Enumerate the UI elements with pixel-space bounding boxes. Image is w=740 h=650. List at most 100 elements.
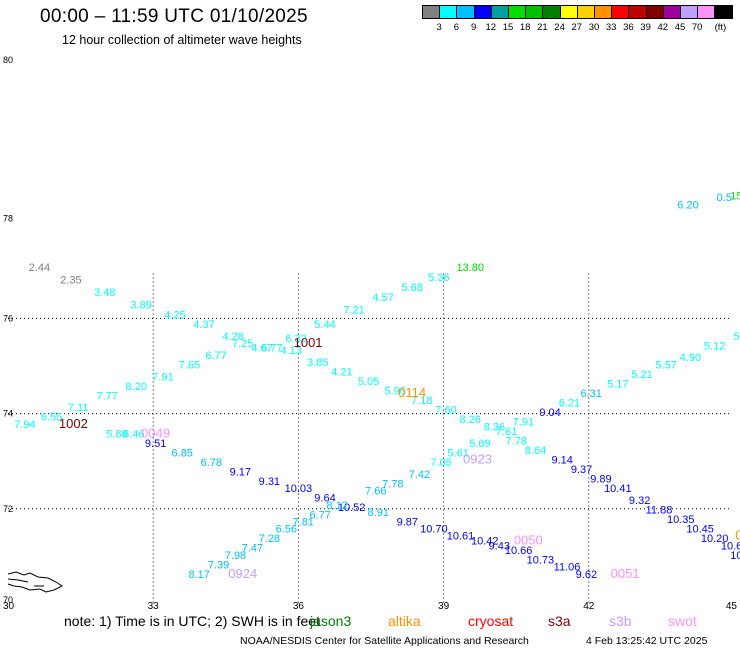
satellite-legend-item: s3b xyxy=(609,613,632,629)
colorbar-label: 12 xyxy=(485,22,497,33)
wave-height-value: 7.21 xyxy=(343,304,364,316)
wave-height-value: 7.91 xyxy=(152,371,173,383)
wave-height-value: 7.28 xyxy=(259,533,280,545)
wave-height-value: 7.61 xyxy=(496,426,517,438)
wave-height-value: 10.45 xyxy=(686,524,714,536)
map-grid xyxy=(8,273,732,604)
wave-height-value: 10.03 xyxy=(285,483,313,495)
wave-height-value: 9.64 xyxy=(314,493,335,505)
colorbar-label: 42 xyxy=(657,22,669,33)
wave-height-value: 7.65 xyxy=(179,359,200,371)
satellite-legend-item: cryosat xyxy=(468,613,514,629)
lon-tick-label: 45 xyxy=(726,601,738,612)
wave-height-value: 10.6 xyxy=(721,540,740,552)
altimeter-track: 5.868.469.516.856.789.179.3110.039.6410.… xyxy=(106,428,597,580)
wave-height-value: 15 xyxy=(730,191,740,203)
wave-height-value: 7.39 xyxy=(208,559,229,571)
altimeter-track: 2.44 2.35 3.48 3.89 4.25 4.37 4.28 4.676.776.32… xyxy=(29,262,484,355)
wave-height-value: 5.61 xyxy=(447,447,468,459)
wave-height-value: 3.85 xyxy=(307,357,328,369)
lon-tick-label: 39 xyxy=(438,601,450,612)
colorbar-label: 3 xyxy=(436,22,442,33)
wave-height-value: 5.17 xyxy=(607,378,628,390)
wave-height-value: 5.69 xyxy=(469,438,490,450)
lon-tick-label: 33 xyxy=(148,601,160,612)
wave-height-value: 5.44 xyxy=(314,319,335,331)
colorbar-label: 9 xyxy=(470,22,477,33)
wave-height-value: 8.36 xyxy=(484,421,505,433)
wave-height-value: 9.87 xyxy=(397,516,418,528)
wave-height-value: 6.77 xyxy=(309,509,330,521)
wave-height-value: 7.42 xyxy=(409,469,430,481)
altimeter-tracks: 2.442.353.483.894.254.374.284.676.776.32… xyxy=(14,191,740,581)
wave-height-value: 8.91 xyxy=(368,507,389,519)
satellite-legend-item: jason3 xyxy=(310,613,352,629)
satellite-legend-item: altika xyxy=(388,613,421,629)
wave-height-value: 8.64 xyxy=(525,445,546,457)
wave-height-value: 9.14 xyxy=(551,455,572,467)
wave-height-value: 4.13 xyxy=(280,345,301,357)
lat-tick-label: 76 xyxy=(3,313,13,323)
colorbar-label: 39 xyxy=(640,22,651,33)
wave-height-value: 8.12 xyxy=(326,500,347,512)
colorbar-label: 18 xyxy=(519,22,531,33)
page-subtitle: 12 hour collection of altimeter wave hei… xyxy=(62,33,302,47)
lon-tick-label: 42 xyxy=(583,601,595,612)
coastline xyxy=(7,571,63,593)
wave-height-value: 13.80 xyxy=(456,262,484,274)
wave-height-value: 10.52 xyxy=(338,502,366,514)
wave-height-value: 7.94 xyxy=(14,419,35,431)
wave-height-value: 9.32 xyxy=(629,495,650,507)
lon-tick-label: 30 xyxy=(3,601,15,612)
wave-height-value: 4.67 xyxy=(251,343,272,355)
altimeter-track: 6.20 0.515 xyxy=(677,191,740,212)
pass-time-label: 1001 xyxy=(294,335,323,350)
wave-height-value: 6.56 xyxy=(276,524,297,536)
pass-time-label: 0 xyxy=(735,528,740,543)
wave-height-value: 4.21 xyxy=(331,367,352,379)
colorbar-label: 33 xyxy=(605,22,617,33)
lat-tick-label: 70 xyxy=(3,595,13,605)
wave-height-value: 9.17 xyxy=(230,466,251,478)
colorbar-label: 70 xyxy=(691,22,703,33)
lat-tick-label: 74 xyxy=(3,409,13,419)
wave-height-value: 4.37 xyxy=(193,319,214,331)
lat-tick-label: 80 xyxy=(3,55,13,65)
wave-height-value: 10.70 xyxy=(420,524,448,536)
wave-height-value: 5.05 xyxy=(358,376,379,388)
wave-height-value: 4.28 xyxy=(222,331,243,343)
wave-height-value: 6.31 xyxy=(581,388,602,400)
wave-height-value: 4.57 xyxy=(372,292,393,304)
wave-height-value: 10.20 xyxy=(701,533,729,545)
wave-height-value: 9.43 xyxy=(489,540,510,552)
wave-height-value: 6.77 xyxy=(205,350,226,362)
wave-height-value: 6.77 xyxy=(261,343,282,355)
wave-height-value: 8.26 xyxy=(460,414,481,426)
wave-height-value: 5.86 xyxy=(106,428,127,440)
wave-height-value: 7.47 xyxy=(242,543,263,555)
wave-height-value: 11.88 xyxy=(646,505,673,517)
wave-height-value: 9.37 xyxy=(571,464,592,476)
wave-height-value: 5.36 xyxy=(428,272,449,284)
footer-note: note: 1) Time is in UTC; 2) SWH is in fe… xyxy=(64,613,320,629)
wave-height-value: 8.17 xyxy=(188,569,209,581)
lat-tick-label: 72 xyxy=(3,504,13,514)
wave-height-value: 2.44 xyxy=(29,262,50,274)
wave-height-value: 5.12 xyxy=(704,340,725,352)
wave-height-value: 5.21 xyxy=(631,369,652,381)
altimeter-track: 8.177.397.987.477.286.567.816.778.12 7.66… xyxy=(188,436,546,581)
wave-height-value: 4.25 xyxy=(164,309,185,321)
wave-height-value: 2.35 xyxy=(60,274,81,286)
satellite-legend-item: s3a xyxy=(548,613,571,629)
wave-height-value: 9.31 xyxy=(259,476,280,488)
wave-height-value: 7.05 xyxy=(430,457,451,469)
axis-labels: 30 33 36 39 42 45 70 72 74 76 78 80 xyxy=(3,55,737,612)
pass-time-label: 1002 xyxy=(59,416,88,431)
wave-height-value: 7.78 xyxy=(505,436,526,448)
wave-height-value: 8.46 xyxy=(123,428,144,440)
page-title: 00:00 – 11:59 UTC 01/10/2025 xyxy=(40,6,308,27)
wave-height-value: 3.48 xyxy=(94,287,115,299)
wave-height-value: 7.66 xyxy=(365,486,386,498)
wave-height-value: 10.73 xyxy=(527,555,555,567)
